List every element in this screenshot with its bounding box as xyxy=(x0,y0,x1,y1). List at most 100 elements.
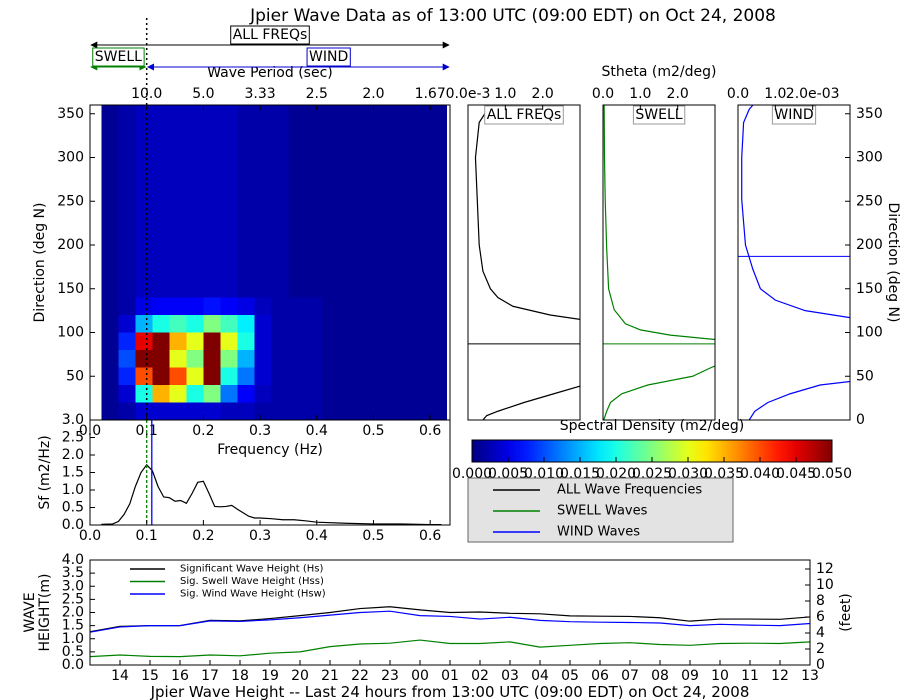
heatmap-cell xyxy=(220,315,238,333)
heatmap-cell xyxy=(101,245,119,263)
heatmap-cell xyxy=(135,245,153,263)
heatmap-cell xyxy=(390,105,408,123)
heatmap-cell xyxy=(373,122,391,140)
chart-title: Jpier Wave Data as of 13:00 UTC (09:00 E… xyxy=(249,6,776,26)
heatmap-cell xyxy=(237,140,255,158)
heatmap-cell xyxy=(322,385,340,403)
heatmap-cell xyxy=(118,210,136,228)
heatmap-cell xyxy=(339,350,357,368)
heatmap-cell xyxy=(271,157,289,175)
heatmap-cell xyxy=(237,210,255,228)
heatmap-cell xyxy=(424,332,448,350)
heatmap-cell xyxy=(169,385,187,403)
axes-frame xyxy=(467,104,581,421)
legend-label: Sig. Wind Wave Height (Hsw) xyxy=(180,589,326,600)
colorbar-label: Spectral Density (m2/deg) xyxy=(560,418,745,434)
heatmap-cell xyxy=(101,175,119,193)
heatmap-cell xyxy=(152,402,170,420)
heatmap-cell xyxy=(305,297,323,315)
heatmap-cell xyxy=(271,175,289,193)
heatmap-cell xyxy=(305,332,323,350)
heatmap-cell xyxy=(407,402,425,420)
heatmap-cell xyxy=(322,227,340,245)
heatmap-cell xyxy=(118,350,136,368)
heatmap-cell xyxy=(288,245,306,263)
heatmap-cell xyxy=(237,350,255,368)
heatmap-cell xyxy=(373,315,391,333)
heatmap-cell xyxy=(356,245,374,263)
heatmap-cell xyxy=(203,297,221,315)
heatmap-cell xyxy=(186,315,204,333)
heatmap-cell xyxy=(135,402,153,420)
stheta-line xyxy=(741,105,850,420)
heatmap-cell xyxy=(407,105,425,123)
heatmap-cell xyxy=(390,280,408,298)
heatmap-cell xyxy=(407,175,425,193)
heatmap-cell xyxy=(424,280,448,298)
heatmap-cell xyxy=(339,175,357,193)
heatmap-cell xyxy=(186,157,204,175)
heatmap-cell xyxy=(254,175,272,193)
heatmap-cell xyxy=(220,367,238,385)
heatmap-cell xyxy=(169,245,187,263)
y-tick-label: 1.5 xyxy=(62,465,84,481)
heatmap-cell xyxy=(237,402,255,420)
heatmap-cell xyxy=(254,245,272,263)
heatmap-cell xyxy=(271,297,289,315)
heatmap-cell xyxy=(101,315,119,333)
heatmap-cell xyxy=(305,350,323,368)
y-tick-label: 250 xyxy=(57,193,84,209)
label-box xyxy=(632,105,686,125)
heatmap-cell xyxy=(271,332,289,350)
heatmap-cell xyxy=(305,385,323,403)
heatmap-cell xyxy=(322,175,340,193)
x-tick-label: 0.4 xyxy=(306,423,328,439)
label-box xyxy=(306,47,351,67)
heatmap-cell xyxy=(169,140,187,158)
heatmap-cell xyxy=(101,332,119,350)
heatmap-cell xyxy=(254,262,272,280)
heatmap-cell xyxy=(186,332,204,350)
heatmap-cell xyxy=(305,140,323,158)
heatmap-cell xyxy=(390,245,408,263)
heatmap-cell xyxy=(390,122,408,140)
heatmap-cell xyxy=(152,350,170,368)
heatmap-cell xyxy=(356,175,374,193)
heatmap-cell xyxy=(322,140,340,158)
heatmap-cell xyxy=(237,227,255,245)
y-tick-label: 150 xyxy=(856,281,883,297)
x-tick-label: 0.0e-3 xyxy=(446,86,491,102)
x2-tick-label: 1.67 xyxy=(415,86,446,102)
x-tick-label: 1.0 xyxy=(629,86,651,102)
heatmap-cell xyxy=(237,122,255,140)
x-tick-label: 17 xyxy=(201,668,219,684)
heatmap-cell xyxy=(390,262,408,280)
heatmap-cell xyxy=(186,350,204,368)
x-tick-label: 21 xyxy=(321,668,339,684)
heatmap-cell xyxy=(339,297,357,315)
heatmap-cell xyxy=(373,105,391,123)
heatmap-cell xyxy=(152,315,170,333)
heatmap-cell xyxy=(356,210,374,228)
heatmap-cell xyxy=(237,332,255,350)
heatmap-cell xyxy=(118,192,136,210)
height-line xyxy=(89,610,811,633)
heatmap-cell xyxy=(186,385,204,403)
heatmap-cell xyxy=(373,332,391,350)
y-tick-label: 4.0 xyxy=(62,552,84,568)
heatmap-cell xyxy=(152,192,170,210)
heatmap-cell xyxy=(254,402,272,420)
heatmap-cell xyxy=(101,350,119,368)
heatmap-cell xyxy=(288,140,306,158)
x-tick-label: 02 xyxy=(471,668,489,684)
heatmap-cell xyxy=(424,367,448,385)
heatmap-cell xyxy=(373,262,391,280)
heatmap-cell xyxy=(220,175,238,193)
heatmap-cell xyxy=(203,280,221,298)
heatmap-cell xyxy=(339,140,357,158)
heatmap-cell xyxy=(203,192,221,210)
heatmap-cell xyxy=(203,175,221,193)
y2-tick-label: 2 xyxy=(816,641,825,657)
heatmap-cell xyxy=(135,315,153,333)
